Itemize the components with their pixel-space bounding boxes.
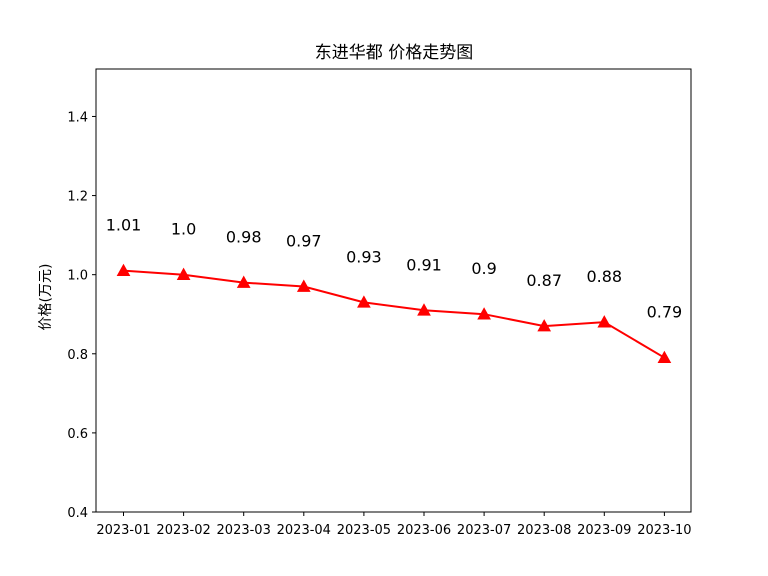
data-point-marker [657,350,672,364]
plot-area-frame [95,68,692,513]
data-point-marker [417,303,431,316]
data-label: 0.87 [526,271,562,290]
data-point-marker [176,267,191,280]
data-point-marker [537,319,552,332]
data-point-marker [296,279,311,292]
y-axis-label: 价格(万元) [38,264,54,331]
data-point-marker [116,263,131,277]
data-label: 0.91 [406,255,442,274]
x-tick-label: 2023-01 [96,523,150,538]
data-label: 1.0 [171,220,196,239]
data-label: 0.88 [586,267,622,286]
data-label: 0.98 [226,228,262,247]
x-axis-ticks: 2023-01 2023-02 2023-03 2023-04 2023-05 2023-… [96,512,692,538]
x-tick-label: 2023-05 [337,523,391,538]
data-point-marker [477,307,491,320]
x-tick-label: 2023-06 [397,523,451,538]
x-tick-label: 2023-10 [637,523,691,538]
x-tick-label: 2023-02 [156,523,210,538]
y-tick-label: 1.4 [67,110,88,125]
y-tick-label: 0.4 [67,506,88,521]
y-tick-label: 1.2 [67,190,88,205]
data-label: 1.01 [106,216,142,235]
data-label: 0.93 [346,247,382,266]
data-label: 0.9 [471,259,496,278]
data-point-marker [236,275,251,288]
x-tick-label: 2023-09 [577,523,631,538]
x-tick-label: 2023-08 [517,523,571,538]
data-point-marker [597,315,612,328]
x-tick-label: 2023-04 [277,523,331,538]
x-tick-label: 2023-07 [457,523,511,538]
y-tick-label: 1.0 [67,269,88,284]
series-line [123,269,665,359]
data-point-marker [357,295,371,308]
data-labels-layer: 1.01 1.0 0.98 0.97 0.93 0.91 0.9 0.87 0.88 0.79 [106,216,683,322]
data-label: 0.79 [647,303,683,322]
y-tick-label: 0.8 [67,348,88,363]
x-tick-label: 2023-03 [217,523,271,538]
y-axis-ticks: 0.4 0.6 0.8 1.0 1.2 1.4 [67,110,96,521]
y-tick-label: 0.6 [67,427,88,442]
data-label: 0.97 [286,232,322,251]
chart-title: 东进华都 价格走势图 [315,43,473,63]
series-layer [116,263,672,364]
